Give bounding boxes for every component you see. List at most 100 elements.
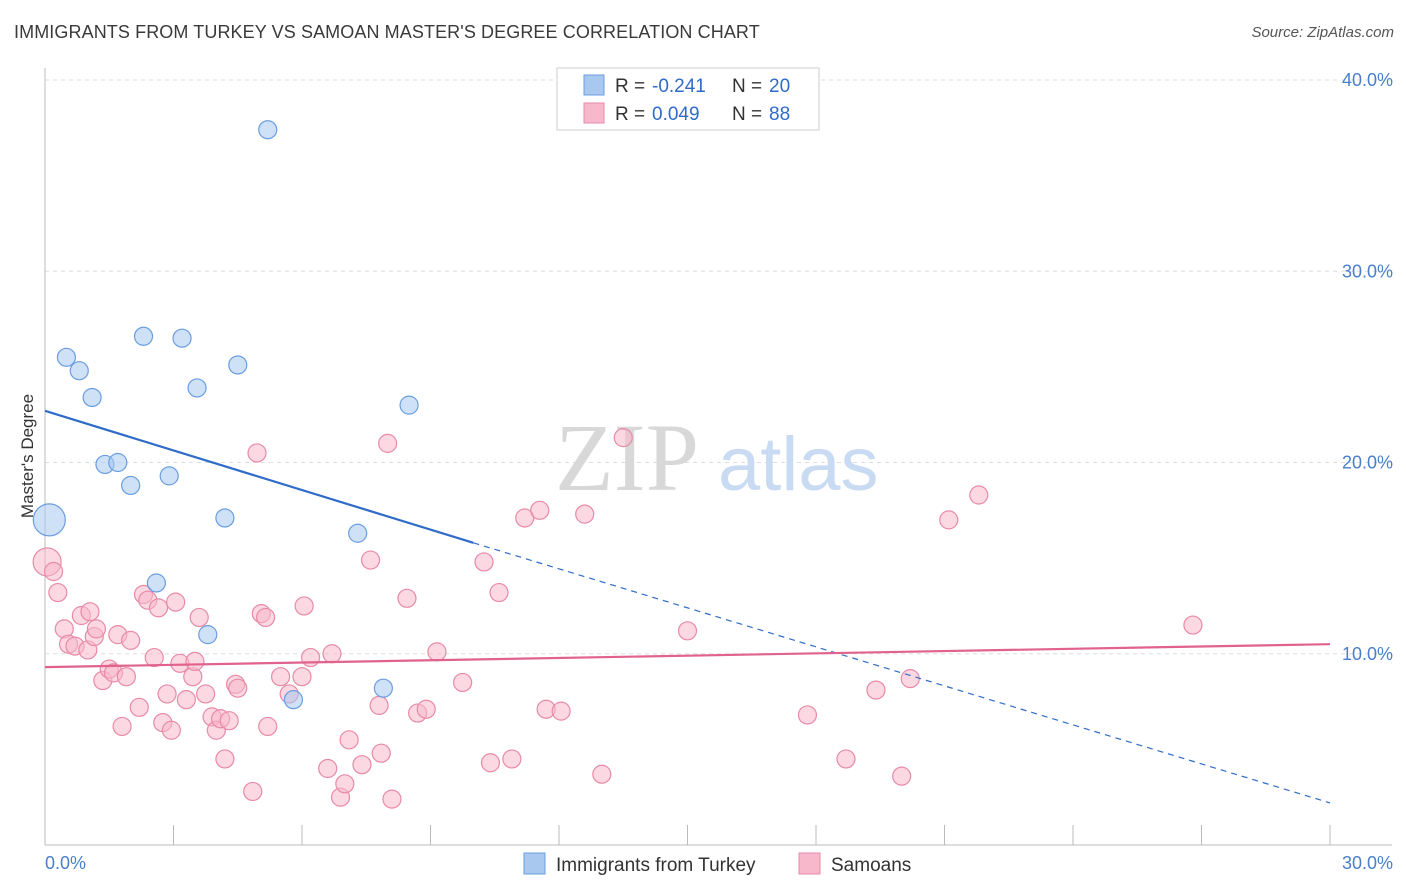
legend-r-label: R = [615,76,645,97]
samoan-point [378,433,398,453]
samoan-point [129,697,149,717]
samoan-point [228,678,248,698]
samoan-point [300,647,321,668]
legend-r-value: 0.049 [652,104,700,125]
legend-r-label: R = [615,104,645,125]
samoan-point [247,443,267,463]
samoan-point [292,667,312,687]
samoan-point [453,672,473,693]
bottom-legend: Immigrants from Turkey Samoans [523,852,911,876]
samoan-point [86,619,107,639]
samoan-point [892,766,912,786]
samoan-point [335,774,355,794]
turkey-point [399,395,419,415]
legend: R = -0.241 N = 20 R = 0.049 N = 88 [556,67,820,131]
samoan-point [80,602,100,622]
samoan-point [219,711,239,731]
samoan-point [176,690,196,710]
legend-n-label: N = [732,76,762,97]
turkey-point [258,120,278,140]
turkey-point [69,361,89,381]
samoan-point [318,758,338,779]
chart-title: IMMIGRANTS FROM TURKEY VS SAMOAN MASTER'… [14,22,760,42]
turkey-point [108,452,128,473]
samoan-point [1183,615,1203,635]
bottom-legend-label: Immigrants from Turkey [556,855,756,876]
turkey-point [159,466,179,486]
turkey-point [215,508,235,528]
samoan-point [416,699,436,719]
turkey-point [56,347,77,367]
turkey-point [121,475,141,496]
samoan-point [258,716,278,737]
samoan-point [677,621,698,641]
samoan-point [502,749,522,769]
samoan-point [575,504,595,524]
samoan-point [189,607,209,628]
samoan-point [148,598,169,618]
samoan-point [360,550,381,570]
samoan-point [371,743,391,763]
turkey-point [348,523,368,543]
samoan-point [161,720,181,740]
y-tick-label: 20.0% [1342,453,1393,473]
samoan-point [397,588,417,608]
samoan-point [121,630,141,650]
y-axis-title: Master's Degree [18,394,37,518]
samoan-point [613,428,633,448]
samoan-point [339,730,359,750]
samoan-point [144,647,164,668]
samoan-point [866,680,886,700]
legend-swatch [583,102,605,124]
y-tick-label: 30.0% [1342,261,1393,281]
turkey-point [172,328,192,348]
legend-swatch [583,74,605,96]
legend-n-label: N = [732,104,762,125]
turkey-point [187,378,207,398]
turkey-point [373,678,393,698]
samoan-point [480,753,501,773]
x-tick-label: 0.0% [45,853,86,873]
samoan-point [48,582,68,603]
bottom-legend-swatch [798,852,821,875]
legend-n-value: 20 [769,76,790,97]
samoan-point [157,684,177,704]
samoan-point [382,789,402,809]
watermark-atlas: atlas [718,422,879,507]
y-tick-label: 40.0% [1342,70,1393,90]
bottom-legend-swatch [523,852,546,875]
samoan-point [369,695,389,715]
turkey-point [198,625,218,645]
samoan-point [939,510,959,530]
samoan-point [255,607,276,628]
samoan-point [969,485,989,505]
turkey-point [32,503,66,537]
turkey-point [283,690,304,710]
samoan-point [352,755,372,775]
samoan-point [166,592,186,612]
samoan-point [112,716,132,737]
watermark-zip: ZIP [555,404,699,511]
samoan-point [530,500,550,520]
samoan-point [116,667,136,687]
samoan-trend-line [44,643,1331,669]
samoan-point [196,684,216,704]
turkey-point [82,387,102,408]
samoan-point [489,582,509,603]
legend-r-value: -0.241 [652,76,706,97]
samoan-point [270,667,291,687]
turkey-point [228,355,248,375]
samoan-point [474,552,494,572]
chart-source: Source: ZipAtlas.com [1251,24,1394,41]
legend-n-value: 88 [769,104,790,125]
turkey-point [146,573,166,593]
turkey-trend-extension [473,542,1331,804]
samoan-point [900,669,920,689]
samoan-point [322,644,342,664]
samoan-point [592,764,612,784]
samoan-point [215,749,235,769]
samoan-point [515,508,535,528]
bottom-legend-label: Samoans [831,855,911,876]
y-tick-label: 10.0% [1342,644,1393,664]
